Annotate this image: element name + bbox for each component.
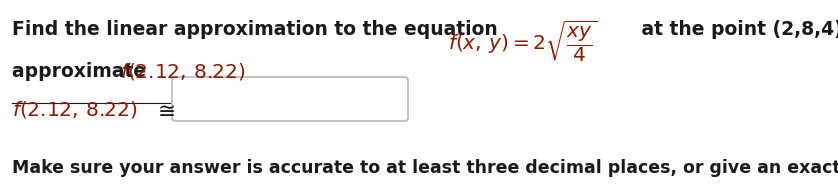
- Text: Make sure your answer is accurate to at least three decimal places, or give an e: Make sure your answer is accurate to at …: [12, 159, 838, 177]
- FancyBboxPatch shape: [172, 77, 408, 121]
- Text: $f(x,\, y) = 2\sqrt{\dfrac{xy}{4}}$: $f(x,\, y) = 2\sqrt{\dfrac{xy}{4}}$: [448, 18, 597, 64]
- Text: $f(2.12,\, 8.22)$: $f(2.12,\, 8.22)$: [120, 61, 246, 82]
- Text: $f(2.12,\, 8.22)$: $f(2.12,\, 8.22)$: [12, 99, 137, 120]
- Text: $\cong$: $\cong$: [153, 99, 175, 121]
- Text: at the point (2,8,4), and use it to: at the point (2,8,4), and use it to: [635, 20, 838, 39]
- Text: Find the linear approximation to the equation: Find the linear approximation to the equ…: [12, 20, 504, 39]
- Text: approximate: approximate: [12, 62, 153, 81]
